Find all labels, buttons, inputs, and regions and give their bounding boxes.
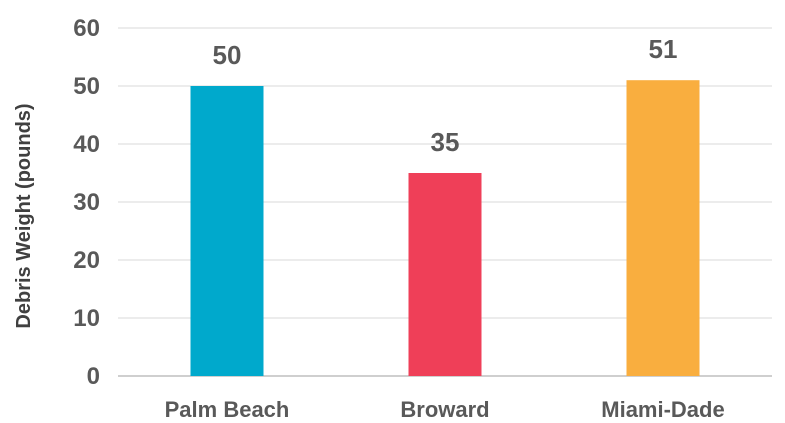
bar-palm-beach [190,86,264,376]
x-tick-label: Palm Beach [165,397,290,422]
y-tick-label: 60 [73,15,100,42]
y-tick-label: 20 [73,247,100,274]
bar-miami-dade [626,80,700,376]
y-tick-label: 30 [73,189,100,216]
data-label: 35 [431,127,460,157]
x-axis-ticks: Palm Beach Broward Miami-Dade [165,397,725,422]
data-label: 51 [649,34,678,64]
bars [190,80,700,376]
y-tick-label: 50 [73,73,100,100]
bar-broward [408,173,482,376]
y-axis-ticks: 0 10 20 30 40 50 60 [73,15,100,390]
y-tick-label: 10 [73,305,100,332]
y-axis-label: Debris Weight (pounds) [13,103,35,328]
data-label: 50 [213,40,242,70]
y-tick-label: 40 [73,131,100,158]
y-tick-label: 0 [87,363,100,390]
data-labels: 50 35 51 [213,34,678,157]
x-tick-label: Broward [400,397,489,422]
x-tick-label: Miami-Dade [601,397,724,422]
